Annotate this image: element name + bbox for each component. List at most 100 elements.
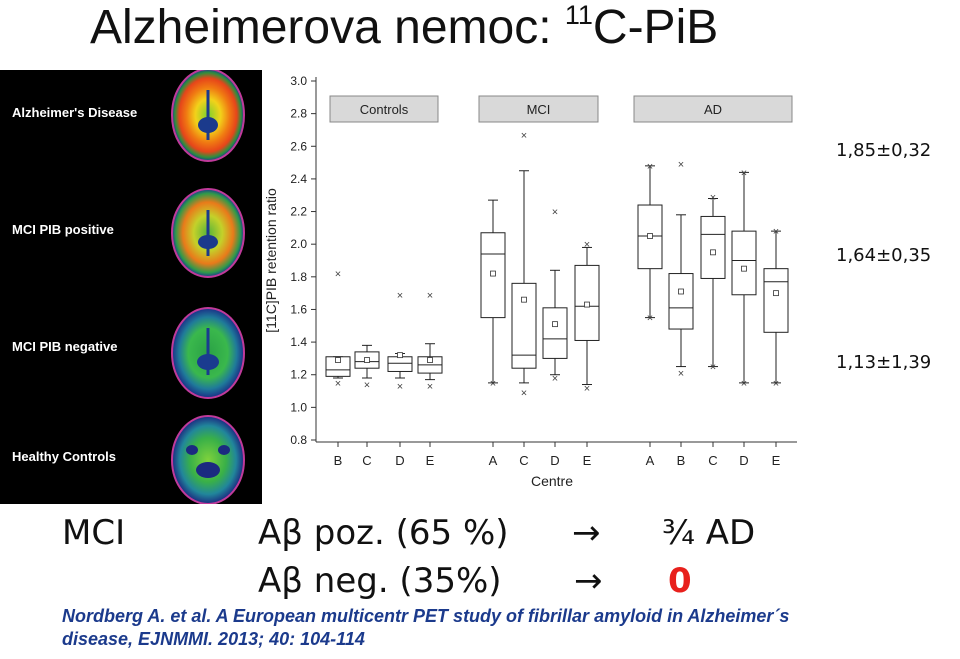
box bbox=[763, 268, 789, 333]
x-tick-label: D bbox=[550, 453, 559, 468]
outlier-marker: × bbox=[364, 380, 370, 392]
pet-brains bbox=[171, 68, 245, 505]
x-tick-label: C bbox=[708, 453, 717, 468]
mean-marker bbox=[427, 357, 433, 363]
outlier-marker: × bbox=[647, 161, 653, 173]
outlier-marker: × bbox=[678, 368, 684, 380]
y-tick-label: 2.0 bbox=[290, 237, 307, 251]
brain-alzheimers bbox=[171, 68, 245, 162]
outlier-marker: × bbox=[427, 290, 433, 302]
brain-mci-negative bbox=[171, 307, 245, 399]
brain-healthy bbox=[171, 415, 245, 505]
x-tick-label: E bbox=[583, 453, 592, 468]
y-tick-label: 0.8 bbox=[290, 433, 307, 447]
box bbox=[731, 230, 757, 296]
group-header-ad bbox=[633, 95, 793, 123]
box bbox=[387, 356, 413, 372]
x-tick-label: A bbox=[489, 453, 498, 468]
stat-ad: 1,85±0,32 bbox=[836, 140, 932, 161]
mean-marker bbox=[647, 233, 653, 239]
x-axis-label: Centre bbox=[531, 473, 573, 489]
mean-marker bbox=[584, 301, 590, 308]
box bbox=[542, 307, 568, 359]
outlier-marker: × bbox=[584, 239, 590, 251]
slide-title: Alzheimerova nemoc: 11C-PiB bbox=[90, 0, 718, 56]
outlier-marker: × bbox=[490, 378, 496, 390]
pet-label-mci-negative: MCI PIB negative bbox=[12, 339, 118, 354]
outlier-marker: × bbox=[647, 313, 653, 325]
negative-result: 0 bbox=[668, 561, 692, 601]
pet-image-panel: Alzheimer's Disease MCI PIB positive MCI… bbox=[0, 68, 262, 505]
x-tick-label: E bbox=[772, 453, 781, 468]
title-superscript: 11 bbox=[564, 0, 593, 30]
title-tail: C-PiB bbox=[592, 1, 719, 54]
outlier-marker: × bbox=[397, 381, 403, 393]
outlier-marker: × bbox=[741, 378, 747, 390]
outlier-marker: × bbox=[552, 207, 558, 219]
mean-marker bbox=[552, 321, 558, 328]
group-header-controls bbox=[329, 95, 439, 123]
outlier-marker: × bbox=[397, 290, 403, 302]
y-tick-label: 1.2 bbox=[290, 368, 307, 382]
y-tick-label: 3.0 bbox=[290, 74, 307, 88]
mci-label: MCI bbox=[62, 513, 126, 553]
x-tick-label: C bbox=[519, 453, 528, 468]
outlier-marker: × bbox=[741, 167, 747, 179]
y-tick-label: 1.6 bbox=[290, 302, 307, 316]
mean-marker bbox=[364, 357, 370, 363]
y-tick-label: 1.8 bbox=[290, 270, 307, 284]
box bbox=[325, 356, 351, 377]
outlier-marker: × bbox=[521, 388, 527, 400]
outlier-marker: × bbox=[710, 192, 716, 204]
x-tick-label: C bbox=[362, 453, 371, 468]
group-header-label: MCI bbox=[527, 102, 551, 117]
arrow-positive: → bbox=[572, 513, 601, 553]
mean-marker bbox=[521, 296, 527, 303]
y-tick-label: 1.4 bbox=[290, 335, 307, 349]
y-axis-label: [11C]PIB retention ratio bbox=[263, 188, 279, 333]
outlier-marker: × bbox=[710, 362, 716, 374]
outlier-marker: × bbox=[521, 130, 527, 142]
mean-marker bbox=[773, 290, 779, 297]
pib-boxplot-chart: 0.8 1.0 1.2 1.4 1.6 1.8 2.0 2.2 2.4 2.6 2.8 3.0 [11C… bbox=[263, 74, 797, 489]
positive-result: ¾ AD bbox=[662, 513, 756, 553]
outlier-marker: × bbox=[678, 159, 684, 171]
mean-marker bbox=[710, 249, 716, 256]
y-tick-label: 2.4 bbox=[290, 172, 307, 186]
group-header-label: Controls bbox=[360, 102, 409, 117]
box bbox=[700, 215, 726, 279]
outlier-marker: × bbox=[335, 269, 341, 281]
outlier-marker: × bbox=[552, 373, 558, 385]
abeta-negative: Aβ neg. (35%) bbox=[258, 561, 502, 601]
brain-mci-positive bbox=[171, 188, 245, 278]
mean-marker bbox=[397, 352, 403, 359]
outlier-marker: × bbox=[335, 378, 341, 390]
box bbox=[668, 273, 694, 330]
outlier-marker: × bbox=[427, 381, 433, 393]
pet-label-mci-positive: MCI PIB positive bbox=[12, 222, 114, 237]
arrow-negative: → bbox=[574, 561, 603, 601]
y-tick-label: 2.6 bbox=[290, 139, 307, 153]
mean-marker bbox=[335, 357, 341, 363]
stat-controls: 1,13±1,39 bbox=[836, 352, 932, 373]
reference-line-1: Nordberg A. et al. A European multicentr… bbox=[62, 606, 790, 626]
x-tick-label: D bbox=[739, 453, 748, 468]
outlier-marker: × bbox=[773, 378, 779, 390]
mean-marker bbox=[678, 288, 684, 295]
group-header-mci bbox=[478, 95, 599, 123]
y-tick-label: 1.0 bbox=[290, 400, 307, 414]
x-tick-label: A bbox=[646, 453, 655, 468]
x-tick-label: B bbox=[677, 453, 686, 468]
stat-mci: 1,64±0,35 bbox=[836, 245, 932, 266]
y-tick-label: 2.8 bbox=[290, 107, 307, 121]
group-header-label: AD bbox=[704, 102, 722, 117]
reference-line-2: disease, EJNMMI. 2013; 40: 104-114 bbox=[62, 629, 365, 649]
pet-label-ad: Alzheimer's Disease bbox=[12, 105, 138, 120]
title-main: Alzheimerova nemoc: bbox=[90, 1, 565, 54]
abeta-positive: Aβ poz. (65 %) bbox=[258, 513, 509, 553]
x-tick-label: B bbox=[334, 453, 343, 468]
mean-marker bbox=[741, 265, 747, 272]
mean-marker bbox=[490, 270, 496, 277]
x-tick-label: D bbox=[395, 453, 404, 468]
y-tick-label: 2.2 bbox=[290, 205, 307, 219]
